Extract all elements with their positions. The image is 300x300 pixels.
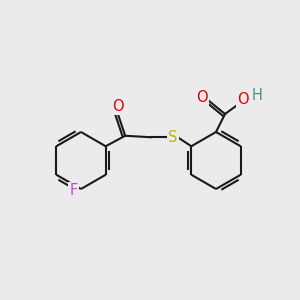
Text: O: O — [196, 90, 208, 105]
Text: S: S — [169, 130, 178, 145]
Text: H: H — [252, 88, 262, 103]
Text: O: O — [112, 99, 124, 114]
Text: O: O — [237, 92, 249, 107]
Text: F: F — [69, 183, 78, 198]
